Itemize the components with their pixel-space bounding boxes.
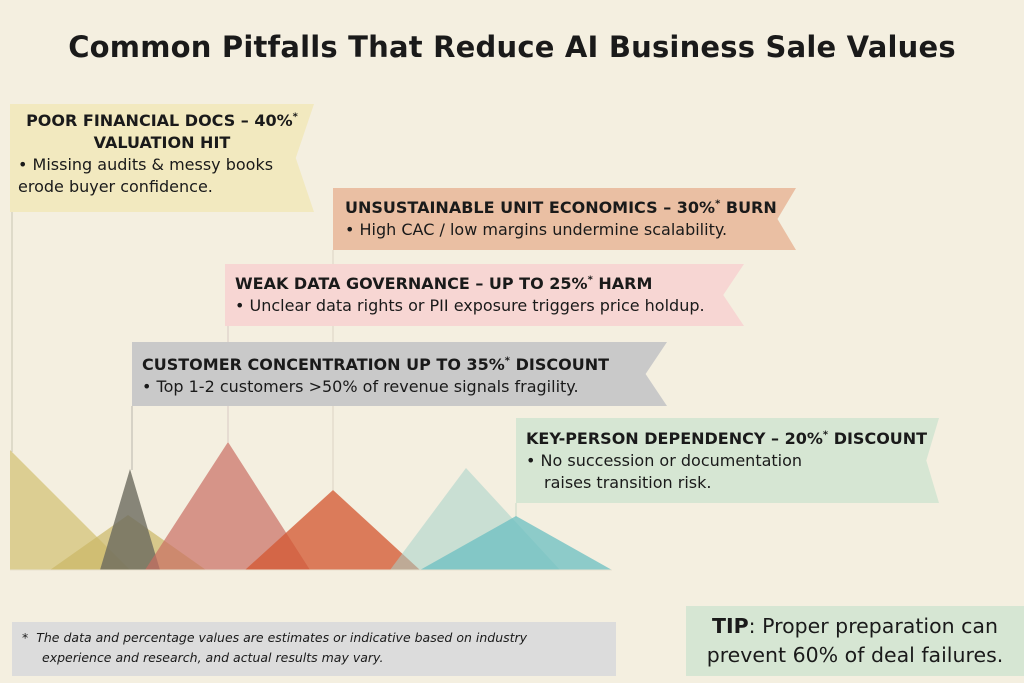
banner-heading: CUSTOMER CONCENTRATION UP TO 35%* DISCOU… [142, 355, 609, 374]
peak-customer [100, 469, 160, 570]
footnote: * The data and percentage values are esti… [12, 622, 616, 676]
footnote-line2: experience and research, and actual resu… [42, 650, 384, 665]
tip-box: TIP: Proper preparation can prevent 60% … [686, 606, 1024, 676]
banner-bullet: • Top 1-2 customers >50% of revenue sign… [142, 377, 579, 396]
banner-bullet: • Missing audits & messy books [18, 155, 274, 174]
banner-heading: KEY-PERSON DEPENDENCY – 20%* DISCOUNT [526, 429, 928, 448]
banner-heading: POOR FINANCIAL DOCS – 40%* VALUATION HIT [26, 111, 298, 152]
peak-key-person-small [420, 516, 612, 570]
banner-poor-financial-docs: POOR FINANCIAL DOCS – 40%* VALUATION HIT… [10, 104, 314, 212]
banner-bullet: • No succession or documentation [526, 451, 803, 470]
peak-governance [145, 442, 310, 570]
banner-bullet-cont: erode buyer confidence. [18, 177, 213, 196]
tip-label: TIP [712, 614, 749, 638]
peak-unit-economics [245, 490, 420, 570]
banner-unit-economics: UNSUSTAINABLE UNIT ECONOMICS – 30%* BURN… [333, 188, 796, 250]
page-title: Common Pitfalls That Reduce AI Business … [68, 30, 956, 64]
footnote-line1: The data and percentage values are estim… [36, 630, 528, 645]
banner-bullet-cont: raises transition risk. [544, 473, 712, 492]
banner-bullet: • Unclear data rights or PII exposure tr… [235, 296, 705, 315]
banner-data-governance: WEAK DATA GOVERNANCE – UP TO 25%* HARM •… [225, 264, 744, 326]
banner-customer-concentration: CUSTOMER CONCENTRATION UP TO 35%* DISCOU… [132, 342, 667, 406]
tip-text-line2: prevent 60% of deal failures. [706, 643, 1004, 667]
banner-key-person: KEY-PERSON DEPENDENCY – 20%* DISCOUNT • … [516, 418, 939, 503]
banner-bullet: • High CAC / low margins undermine scala… [345, 220, 728, 239]
banner-heading: UNSUSTAINABLE UNIT ECONOMICS – 30%* BURN [345, 198, 777, 217]
tip-text: : Proper preparation can [748, 614, 998, 638]
footnote-star: * [22, 630, 29, 645]
banner-heading: WEAK DATA GOVERNANCE – UP TO 25%* HARM [235, 274, 653, 293]
